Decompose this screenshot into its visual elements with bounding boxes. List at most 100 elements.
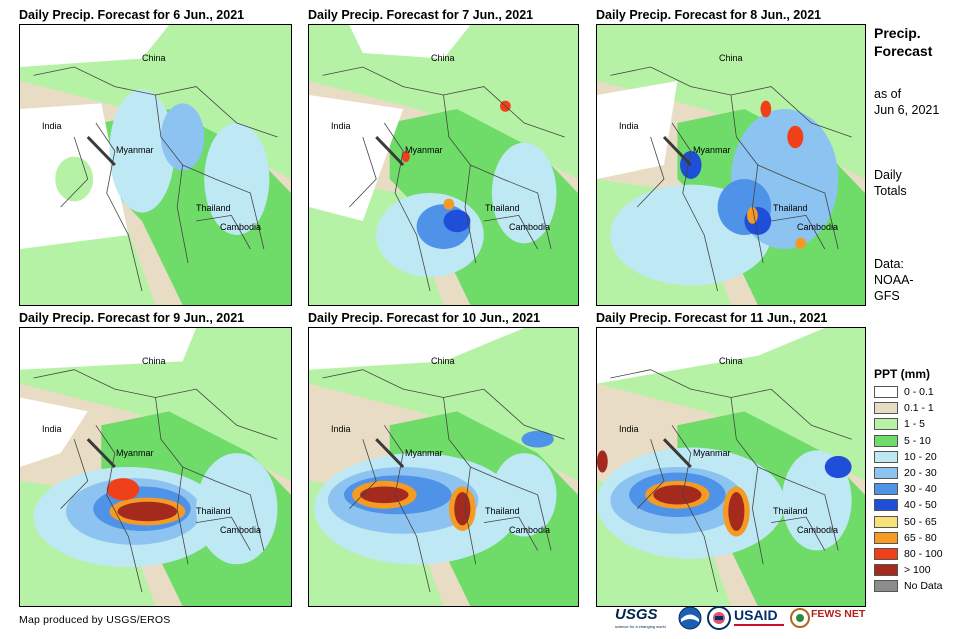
map-canvas: China India Myanmar Thailand Cambodia: [309, 328, 578, 606]
coastline: [662, 438, 692, 469]
usgs-logo: USGS science for a changing world: [615, 606, 673, 634]
country-label: China: [142, 356, 166, 366]
legend-item: 20 - 30: [874, 466, 966, 482]
precip-area: [454, 492, 471, 526]
panel-title: Daily Precip. Forecast for 9 Jun., 2021: [19, 311, 245, 325]
totals-note: Daily Totals: [874, 167, 907, 199]
country-label: India: [42, 121, 62, 131]
coastline: [86, 135, 116, 167]
coastline: [86, 438, 116, 469]
legend-label: 1 - 5: [904, 418, 926, 431]
precip-map: China India Myanmar Thailand Cambodia: [19, 327, 292, 607]
country-label: Thailand: [773, 506, 808, 516]
precip-area: [401, 151, 410, 163]
country-label: Myanmar: [116, 145, 154, 155]
country-border: [483, 516, 538, 551]
precip-map: China India Myanmar Thailand Cambodia: [596, 327, 866, 607]
country-label: India: [619, 121, 639, 131]
legend-swatch: [874, 418, 898, 431]
precip-area: [109, 89, 175, 213]
precip-area: [117, 501, 178, 522]
usaid-seal: [707, 606, 731, 634]
map-canvas: China India Myanmar Thailand Cambodia: [20, 25, 291, 305]
legend-swatch: [874, 467, 898, 479]
precip-area: [360, 486, 409, 504]
legend-swatch: [874, 499, 898, 512]
country-label: Thailand: [196, 506, 231, 516]
country-label: India: [42, 424, 62, 434]
heading-line-2: Forecast: [874, 43, 933, 59]
map-canvas: China India Myanmar Thailand Cambodia: [597, 25, 865, 305]
precip-area: [795, 237, 807, 249]
as-of-value: Jun 6, 2021: [874, 103, 940, 117]
country-label: India: [619, 424, 639, 434]
country-border: [470, 164, 552, 250]
usgs-logo-text: USGS: [615, 606, 658, 623]
precip-area: [597, 328, 825, 384]
precip-area: [20, 397, 88, 467]
legend-swatch: [874, 531, 898, 544]
legend-item: 65 - 80: [874, 531, 966, 547]
legend-swatch: [874, 580, 898, 593]
legend-item: No Data: [874, 579, 966, 595]
country-label: Thailand: [773, 203, 808, 213]
heading-line-1: Precip.: [874, 25, 921, 41]
country-border: [349, 439, 377, 509]
precip-area: [196, 453, 278, 565]
country-border: [771, 516, 826, 551]
precip-area: [491, 142, 557, 244]
legend-label: > 100: [904, 564, 931, 577]
legend-swatch: [874, 548, 898, 560]
legend-label: 30 - 40: [904, 483, 937, 496]
legend-item: 10 - 20: [874, 450, 966, 466]
country-border: [349, 136, 377, 208]
legend-swatch: [874, 386, 898, 398]
precip-area: [491, 453, 557, 537]
legend-swatch: [874, 564, 898, 577]
precip-area: [824, 455, 852, 479]
country-border: [196, 214, 251, 250]
country-border: [182, 164, 265, 250]
legend-item: 5 - 10: [874, 434, 966, 450]
precip-area: [443, 209, 471, 233]
legend-item: 80 - 100: [874, 547, 966, 563]
precip-area: [55, 156, 94, 202]
data-source-line-3: GFS: [874, 289, 900, 303]
country-label: Myanmar: [405, 145, 443, 155]
totals-line-1: Daily: [874, 168, 902, 182]
precip-map: China India Myanmar Thailand Cambodia: [596, 24, 866, 306]
legend-label: 65 - 80: [904, 531, 937, 544]
country-label: China: [719, 53, 743, 63]
precip-area: [760, 100, 772, 118]
country-border: [470, 466, 552, 551]
country-border: [730, 397, 764, 565]
data-source-line-2: NOAA-: [874, 273, 914, 287]
precip-area: [747, 207, 758, 224]
usaid-logo: USAID: [734, 606, 790, 634]
usgs-tagline: science for a changing world: [615, 624, 666, 629]
noaa-logo: [678, 606, 702, 634]
country-border: [636, 439, 665, 509]
legend-item: 0 - 0.1: [874, 385, 966, 401]
country-border: [757, 164, 839, 250]
precip-area: [309, 95, 404, 221]
panel-title: Daily Precip. Forecast for 11 Jun., 2021: [596, 311, 828, 325]
precip-map: China India Myanmar Thailand Cambodia: [308, 327, 579, 607]
country-border: [383, 122, 431, 292]
country-label: Cambodia: [509, 525, 550, 535]
legend-item: 40 - 50: [874, 498, 966, 514]
totals-line-2: Totals: [874, 184, 907, 198]
legend-label: 10 - 20: [904, 450, 937, 463]
legend-label: 80 - 100: [904, 548, 943, 560]
country-border: [60, 439, 89, 509]
as-of-date: as of Jun 6, 2021: [874, 86, 939, 118]
country-border: [60, 136, 89, 208]
legend-item: 50 - 65: [874, 515, 966, 531]
as-of-label: as of: [874, 87, 902, 101]
country-border: [757, 466, 839, 551]
legend-swatch: [874, 450, 898, 463]
map-canvas: China India Myanmar Thailand Cambodia: [309, 25, 578, 305]
precip-area: [204, 123, 270, 235]
country-label: Thailand: [196, 203, 231, 213]
country-label: India: [331, 121, 351, 131]
